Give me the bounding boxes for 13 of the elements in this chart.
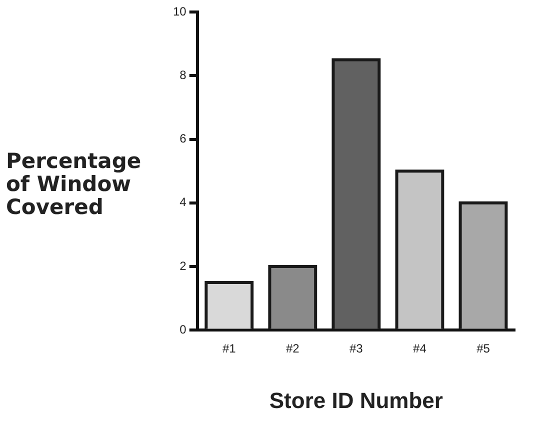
x-tick-label: #3 [349,342,364,356]
y-tick-label: 4 [180,195,187,210]
x-tick-label: #2 [286,342,300,356]
x-axis-title: Store ID Number [269,388,444,413]
y-tick-label: 0 [180,322,187,337]
y-axis-title: Percentage of Window Covered [6,149,142,219]
x-tick-label: #5 [476,342,490,356]
y-tick-label: 10 [172,4,187,18]
y-tick-label: 8 [180,68,187,82]
y-tick-label: 2 [180,258,187,273]
y-tick-label: 6 [180,132,187,146]
x-tick-label: #1 [222,342,236,356]
x-tick-label: #4 [413,342,427,356]
